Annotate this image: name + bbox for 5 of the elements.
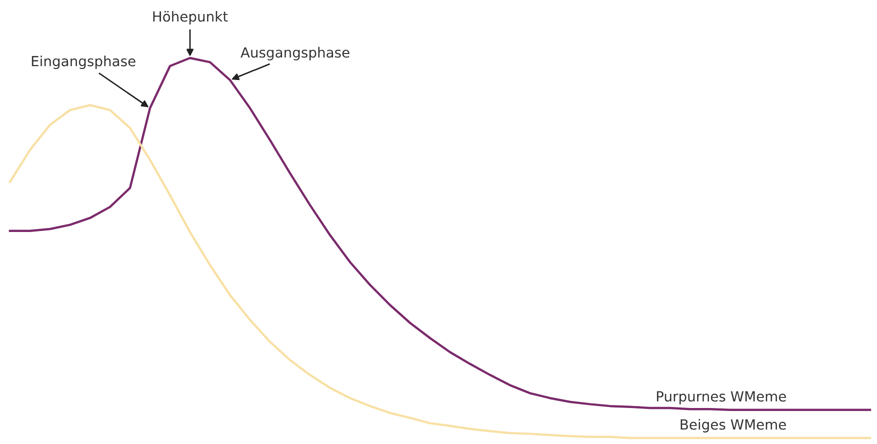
- annotation: Ausgangsphase: [240, 46, 350, 60]
- annotation: Eingangsphase: [32, 56, 136, 70]
- series-label: Beiges WMeme: [680, 419, 786, 432]
- text: Höhepunkt: [153, 11, 228, 24]
- series-label: Purpurnes WMeme: [656, 391, 786, 404]
